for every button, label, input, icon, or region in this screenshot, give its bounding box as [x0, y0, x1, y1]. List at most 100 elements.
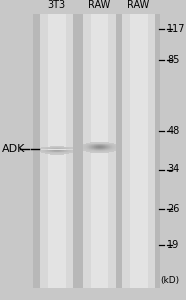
Bar	[96, 150, 97, 151]
Bar	[91, 142, 92, 143]
Bar	[93, 144, 94, 145]
Bar	[72, 150, 73, 151]
Bar	[101, 149, 102, 150]
Bar	[63, 148, 64, 149]
Bar	[108, 151, 109, 152]
Bar	[97, 146, 98, 147]
Bar	[107, 150, 108, 151]
Bar	[72, 152, 73, 153]
Bar	[46, 148, 47, 149]
Bar	[72, 149, 73, 150]
Bar	[85, 144, 86, 145]
Bar	[113, 146, 114, 147]
Bar	[46, 147, 47, 148]
Bar	[57, 148, 58, 149]
Bar	[50, 146, 51, 147]
Bar	[53, 147, 54, 148]
Bar	[96, 146, 97, 147]
Bar	[47, 148, 48, 149]
Bar	[55, 151, 56, 152]
Bar	[72, 147, 73, 148]
Bar	[110, 146, 111, 147]
Bar	[60, 154, 61, 155]
Bar	[94, 151, 95, 152]
Bar	[113, 144, 114, 145]
Bar	[84, 149, 85, 150]
Bar	[63, 153, 64, 154]
Bar	[59, 153, 60, 154]
Bar	[66, 149, 67, 150]
Bar	[103, 148, 104, 149]
Bar	[68, 146, 69, 147]
Bar	[65, 151, 66, 152]
Bar	[115, 149, 116, 150]
Bar	[51, 148, 52, 149]
Bar	[56, 149, 57, 150]
Bar	[100, 152, 101, 153]
Bar	[92, 143, 93, 144]
Bar	[49, 146, 50, 147]
Bar	[61, 152, 62, 153]
Text: ADK: ADK	[2, 144, 25, 154]
Bar	[61, 154, 62, 155]
Bar	[51, 151, 52, 152]
Bar	[103, 147, 104, 148]
Bar	[108, 144, 109, 145]
Bar	[106, 149, 107, 150]
Bar	[110, 142, 111, 143]
Bar	[83, 14, 116, 288]
Bar	[92, 146, 93, 147]
Bar	[56, 150, 57, 151]
Bar	[112, 147, 113, 148]
Bar	[84, 147, 85, 148]
Bar	[110, 148, 111, 149]
Bar	[96, 144, 97, 145]
Bar	[45, 150, 46, 151]
Bar	[108, 148, 109, 149]
Bar	[63, 152, 64, 153]
Bar	[100, 148, 101, 149]
Bar	[115, 143, 116, 144]
Bar	[46, 149, 47, 150]
Bar	[69, 148, 70, 149]
Bar	[91, 143, 92, 144]
Bar	[41, 150, 42, 151]
Bar	[85, 143, 86, 144]
Bar	[43, 149, 44, 150]
Bar	[48, 153, 49, 154]
Bar	[106, 147, 107, 148]
Bar	[63, 150, 64, 151]
Bar	[90, 148, 91, 149]
Bar	[58, 149, 59, 150]
Bar	[106, 151, 107, 152]
Bar	[100, 144, 101, 145]
Bar	[60, 151, 61, 152]
Bar	[90, 151, 91, 152]
Bar	[94, 150, 95, 151]
Bar	[95, 147, 96, 148]
Bar	[107, 143, 108, 144]
Bar	[83, 150, 84, 151]
Bar	[106, 152, 107, 153]
Bar	[42, 152, 43, 153]
Bar	[88, 149, 89, 150]
Bar	[91, 146, 92, 147]
Text: (kD): (kD)	[160, 276, 179, 285]
Bar	[109, 146, 110, 147]
Bar	[115, 148, 116, 149]
Bar	[65, 153, 66, 154]
Bar	[54, 146, 55, 147]
Bar	[47, 150, 48, 151]
Bar	[97, 150, 98, 151]
Bar	[93, 147, 94, 148]
Bar	[83, 149, 84, 150]
Bar	[59, 149, 60, 150]
Bar	[58, 154, 59, 155]
Bar	[62, 149, 63, 150]
Bar	[56, 154, 57, 155]
Bar	[96, 143, 97, 144]
Bar	[50, 148, 51, 149]
Bar	[111, 147, 112, 148]
Bar	[93, 146, 94, 147]
Bar	[109, 148, 110, 149]
